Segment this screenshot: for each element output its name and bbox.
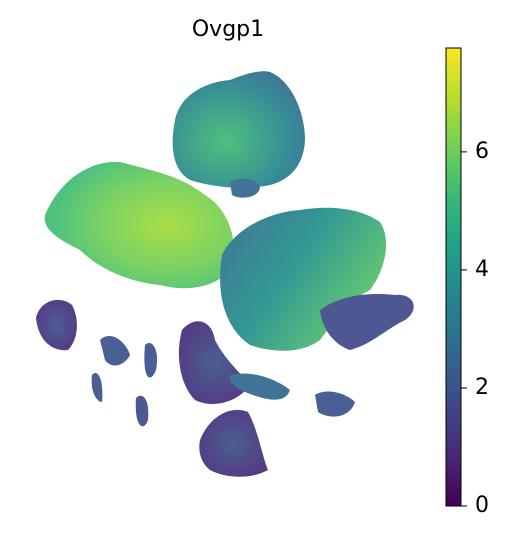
cluster bbox=[135, 395, 149, 427]
chart-title: Ovgp1 bbox=[192, 17, 264, 42]
cluster bbox=[315, 391, 355, 417]
cluster bbox=[220, 207, 387, 351]
cluster bbox=[91, 373, 103, 402]
cluster bbox=[36, 299, 77, 351]
cluster bbox=[44, 161, 234, 289]
colorbar-tick-label: 6 bbox=[475, 139, 489, 164]
colorbar-tick-label: 2 bbox=[475, 375, 489, 400]
cluster bbox=[144, 342, 158, 378]
cluster bbox=[320, 293, 414, 350]
cluster bbox=[229, 373, 290, 400]
cluster bbox=[100, 335, 130, 366]
colorbar-tick-label: 0 bbox=[475, 493, 489, 518]
cell-clusters bbox=[36, 71, 414, 477]
colorbar bbox=[445, 47, 462, 507]
cluster bbox=[230, 178, 260, 198]
cluster bbox=[199, 409, 268, 477]
colorbar-tick-label: 4 bbox=[475, 257, 489, 282]
cluster bbox=[172, 71, 305, 188]
